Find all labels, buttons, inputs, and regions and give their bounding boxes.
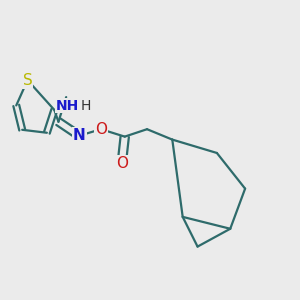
Text: N: N bbox=[73, 128, 85, 143]
Text: S: S bbox=[23, 73, 32, 88]
Text: H: H bbox=[80, 99, 91, 112]
Text: O: O bbox=[95, 122, 107, 137]
Text: NH: NH bbox=[56, 99, 79, 112]
Text: O: O bbox=[116, 156, 128, 171]
